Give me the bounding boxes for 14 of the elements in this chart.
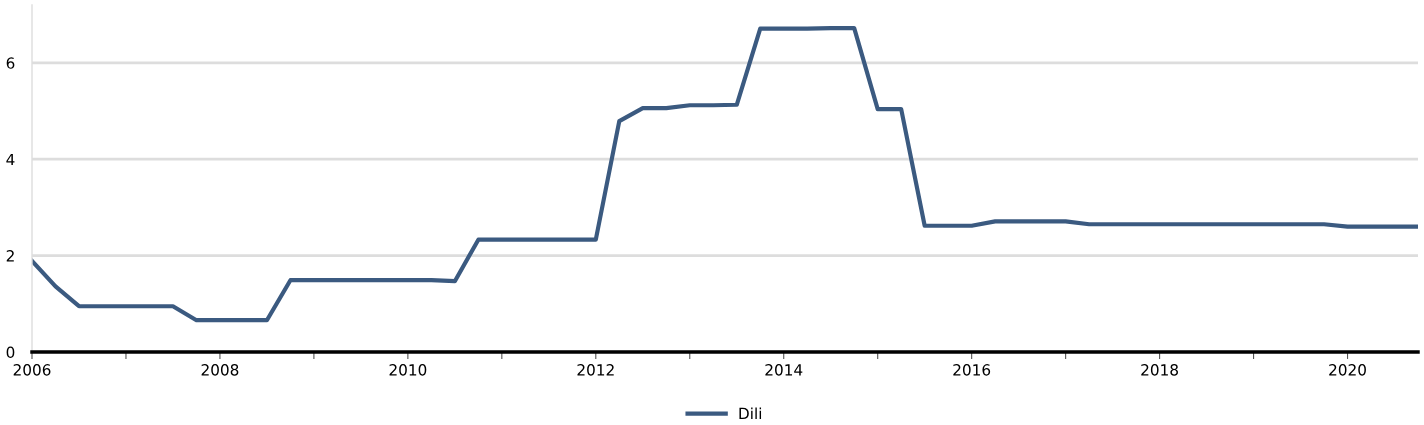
legend-label: Dili bbox=[739, 407, 762, 419]
x-tick-label: 2018 bbox=[1141, 364, 1178, 376]
y-tick-label: 6 bbox=[6, 57, 15, 69]
x-tick-label: 2020 bbox=[1329, 364, 1366, 376]
y-tick-label: 2 bbox=[6, 250, 14, 262]
x-tick-label: 2008 bbox=[201, 364, 239, 376]
x-tick-label: 2006 bbox=[13, 364, 51, 376]
line-series bbox=[32, 26, 1418, 323]
x-tick-label: 2012 bbox=[577, 364, 614, 376]
x-tick-label: 2016 bbox=[953, 364, 991, 376]
y-tick-label: 4 bbox=[6, 153, 15, 166]
x-tick-label: 2010 bbox=[389, 364, 427, 376]
x-tick-label: 2014 bbox=[765, 364, 803, 376]
y-tick-label: 0 bbox=[6, 346, 15, 359]
